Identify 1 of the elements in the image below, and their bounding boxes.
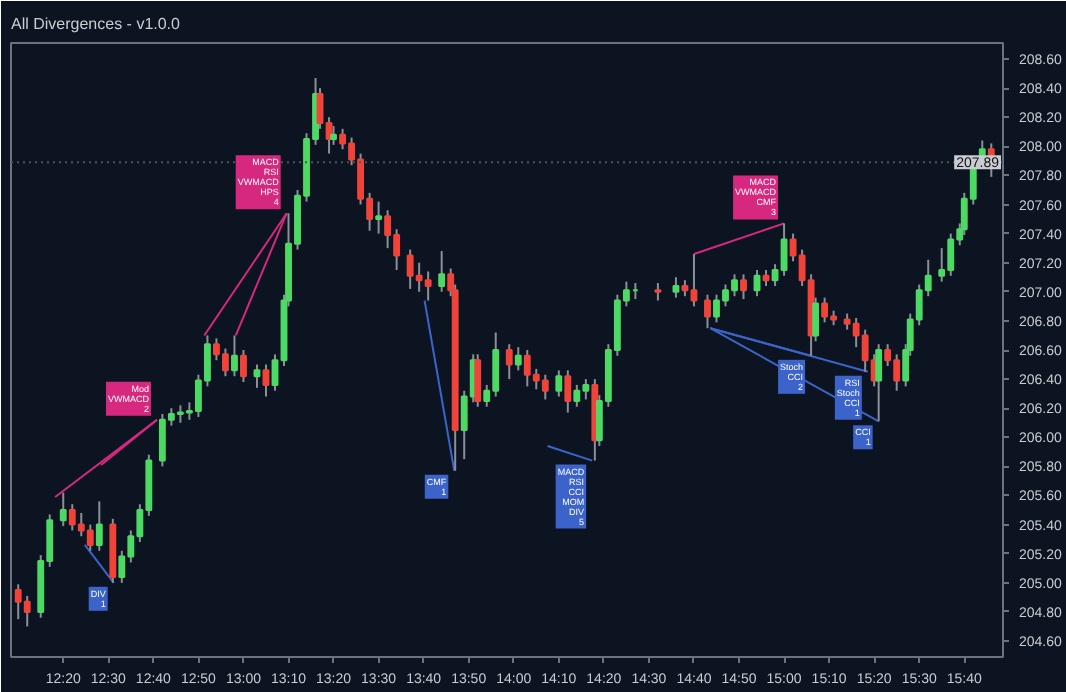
chart-title: All Divergences - v1.0.0 — [11, 15, 182, 33]
